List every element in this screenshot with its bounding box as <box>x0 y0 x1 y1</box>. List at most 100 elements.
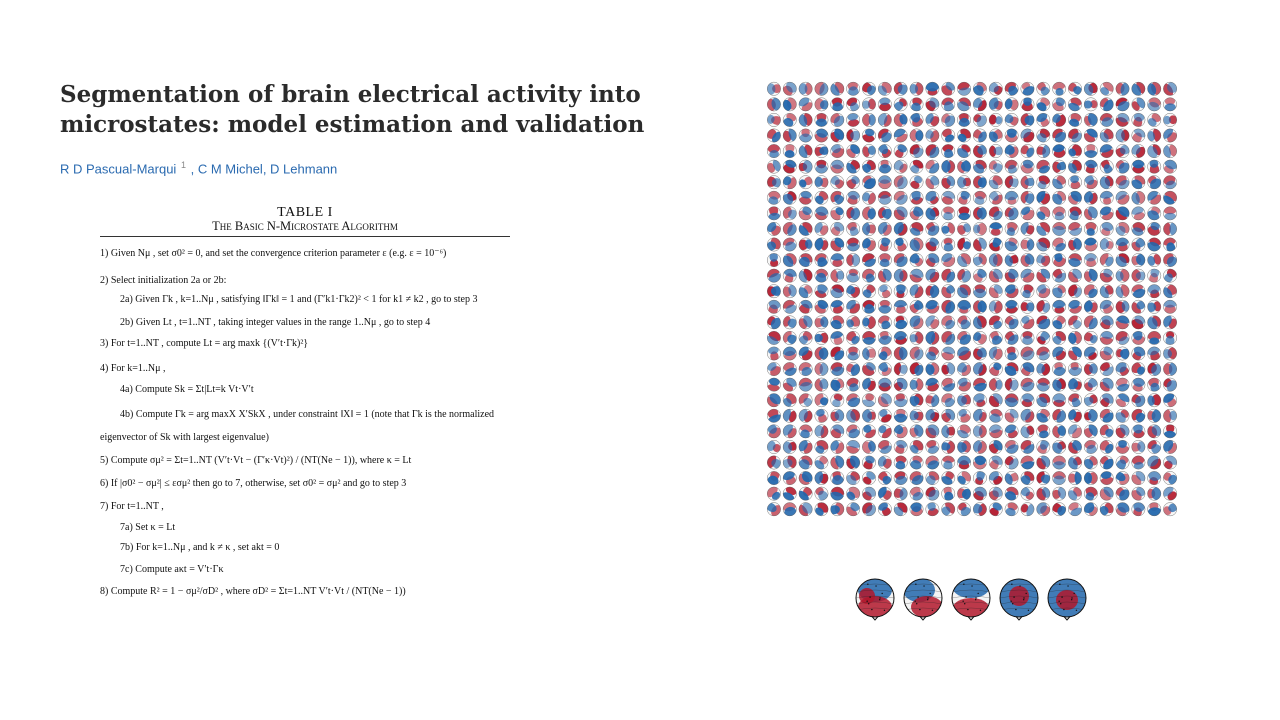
topomap-outline <box>782 377 797 392</box>
topomap-outline <box>814 284 829 299</box>
topomap-cell <box>783 471 797 485</box>
topomap-outline <box>782 502 797 517</box>
topomap-outline <box>846 190 861 205</box>
topomap-cell <box>989 97 1003 112</box>
topomap-cell <box>1084 455 1098 470</box>
topomap-cell <box>1163 206 1177 221</box>
topomap-cell <box>878 284 892 298</box>
microstate-map <box>952 579 990 617</box>
topomap-outline <box>877 268 892 283</box>
topomap-outline <box>830 268 845 283</box>
topomap-cell <box>814 159 829 174</box>
topomap-cell <box>878 206 892 221</box>
topomap-cell <box>783 455 797 470</box>
topomap-cell <box>1163 97 1177 112</box>
topomap-outline <box>925 299 940 314</box>
topomap-outline <box>1004 113 1019 127</box>
topomap-cell <box>830 144 845 158</box>
topomap-outline <box>1115 97 1130 112</box>
topomap-outline <box>909 315 924 330</box>
topomap-outline <box>846 97 861 112</box>
topomap-cell <box>1020 206 1035 221</box>
topomap-cell <box>1020 97 1035 112</box>
topomap-outline <box>767 190 781 205</box>
topomap-outline <box>973 268 987 283</box>
topomap-outline <box>1083 440 1098 454</box>
topomap-outline <box>782 408 797 423</box>
topomap-outline <box>1099 175 1114 190</box>
topomap-outline <box>988 440 1003 454</box>
topomap-cell <box>783 175 797 189</box>
topomap-outline <box>1068 331 1082 345</box>
topomap-cell <box>1004 300 1019 314</box>
topomap-outline <box>988 128 1003 143</box>
topomap-cell <box>893 486 908 501</box>
topomap-cell <box>767 237 781 252</box>
topomap-cell <box>893 237 908 252</box>
topomap-outline <box>767 377 781 392</box>
topomap-outline <box>1115 377 1130 392</box>
topomap-cell <box>893 144 908 158</box>
topomap-cell <box>1147 191 1161 205</box>
topomap-outline <box>767 346 781 361</box>
topomap-outline <box>767 175 781 190</box>
topomap-cell <box>846 206 860 221</box>
topomap-cell <box>893 97 908 112</box>
topomap-outline <box>782 97 797 112</box>
topomap-outline <box>925 81 940 96</box>
topomap-outline <box>1004 159 1019 174</box>
topomap-cell <box>1163 471 1177 485</box>
topomap-cell <box>1099 284 1114 298</box>
topomap-cell <box>1147 409 1161 423</box>
topomap-cell <box>1020 424 1035 439</box>
topomap-outline <box>1163 331 1177 345</box>
topomap-outline <box>988 486 1003 501</box>
topomap-cell <box>846 424 860 439</box>
topomap-outline <box>1099 315 1114 330</box>
topomap-outline <box>1068 113 1082 127</box>
topomap-cell <box>925 159 940 174</box>
topomap-cell <box>1052 175 1066 189</box>
topomap-outline <box>1036 159 1051 174</box>
topomap-outline <box>893 190 908 205</box>
topomap-outline <box>941 97 956 112</box>
topomap-outline <box>1099 284 1114 299</box>
topomap-outline <box>1131 408 1146 423</box>
topomap-outline <box>973 190 987 205</box>
topomap-cell <box>1068 237 1082 252</box>
topomap-outline <box>767 455 781 470</box>
topomap-outline <box>814 455 829 470</box>
topomap-outline <box>941 206 956 221</box>
topomap-outline <box>830 346 845 361</box>
author-link-others[interactable]: , C M Michel, D Lehmann <box>190 161 338 177</box>
topomap-outline <box>1099 346 1114 361</box>
author-link-pascual-marqui[interactable]: R D Pascual-Marqui <box>60 161 177 177</box>
topomap-cell <box>1163 502 1177 516</box>
topomap-cell <box>862 362 876 376</box>
topomap-cell <box>1099 409 1114 423</box>
topomap-outline <box>830 175 845 190</box>
topomap-cell <box>1052 362 1066 376</box>
topomap-cell <box>1115 377 1130 392</box>
topomap-outline <box>877 222 892 236</box>
topomap-outline <box>957 128 971 143</box>
topomap-outline <box>767 486 781 501</box>
topomap-cell <box>846 331 860 345</box>
topomap-cell <box>1163 175 1177 189</box>
topomap-cell <box>973 159 987 174</box>
topomap-outline <box>1068 424 1082 439</box>
microstate-maps-figure <box>853 577 1093 621</box>
topomap-outline <box>814 128 829 143</box>
topomap-outline <box>909 97 924 112</box>
topomap-outline <box>1004 471 1019 485</box>
topomap-cell <box>941 502 955 516</box>
topomap-cell <box>767 393 781 407</box>
topomap-cell <box>1099 455 1114 470</box>
topomap-cell <box>1020 113 1035 127</box>
topomap-outline <box>1052 175 1067 190</box>
topomap-outline <box>1052 502 1067 517</box>
topomap-outline <box>1115 113 1130 127</box>
topomap-cell <box>862 486 876 501</box>
affiliation-marker[interactable]: 1 <box>180 160 186 170</box>
topomap-cell <box>1020 486 1035 501</box>
